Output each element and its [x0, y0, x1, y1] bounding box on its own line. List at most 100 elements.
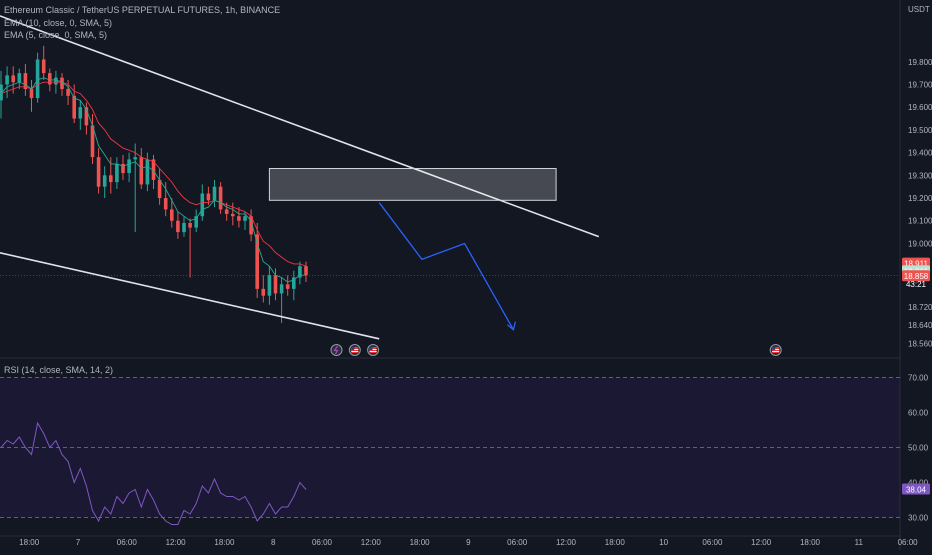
price-tick: 18.640 [908, 321, 932, 330]
time-tick: 18:00 [605, 538, 626, 547]
candle-body [72, 95, 76, 119]
time-tick: 12:00 [166, 538, 187, 547]
rsi-tick: 40.00 [908, 479, 929, 488]
candle-body [285, 284, 290, 289]
time-tick: 12:00 [751, 538, 772, 547]
candle-body [29, 89, 34, 99]
candle-body [41, 59, 46, 74]
candle-body [194, 216, 198, 228]
candle-body [304, 266, 308, 276]
candle-body [212, 186, 217, 201]
flag-event-icon [348, 344, 361, 356]
ema10-line [0, 81, 307, 267]
currency-label: USDT [908, 5, 930, 14]
candle-body [90, 125, 95, 158]
candle-body [60, 77, 64, 90]
time-tick: 7 [76, 538, 81, 547]
candle-body [145, 159, 150, 185]
candle-body [237, 216, 241, 221]
channel-lower-line [0, 251, 380, 340]
candle-body [121, 163, 125, 174]
time-tick: 18:00 [214, 538, 235, 547]
rsi-tick: 60.00 [908, 409, 929, 418]
candle-body [170, 209, 174, 221]
projection-path [378, 202, 514, 331]
time-tick: 9 [466, 538, 471, 547]
candle-body [84, 107, 89, 126]
candle-body [5, 75, 9, 85]
time-tick: 10 [659, 538, 668, 547]
candle-body [48, 73, 52, 85]
time-tick: 06:00 [117, 538, 138, 547]
candle-body [54, 77, 58, 85]
price-tick: 19.700 [908, 80, 932, 89]
price-tick: 19.000 [908, 239, 932, 248]
candle-body [188, 223, 192, 228]
candle-body [273, 275, 278, 294]
candle-body [66, 89, 70, 96]
ema10-legend[interactable]: EMA (10, close, 0, SMA, 5) [4, 18, 113, 28]
time-tick: 18:00 [800, 538, 821, 547]
price-badge-last: 18.858 [904, 272, 929, 281]
time-tick: 11 [855, 538, 864, 547]
rsi-line [0, 421, 307, 525]
price-tick: 19.100 [908, 217, 932, 226]
time-tick: 06:00 [898, 538, 919, 547]
price-tick: 19.600 [908, 103, 932, 112]
rsi-badge: 38.04 [906, 486, 927, 495]
candle-body [78, 107, 83, 119]
candle-body [200, 193, 205, 217]
candle-body [0, 84, 3, 101]
time-tick: 06:00 [702, 538, 723, 547]
price-tick: 19.200 [908, 194, 932, 203]
candle-body [298, 266, 302, 278]
resistance-zone [268, 168, 557, 201]
candle-body [23, 73, 28, 90]
projection-arrowhead [506, 321, 517, 331]
candle-body [127, 159, 131, 174]
flag-event-icon [367, 344, 380, 356]
candle-body [17, 73, 22, 83]
candle-body [267, 275, 272, 296]
candle-body [231, 213, 235, 217]
flag-event-icon [769, 344, 782, 356]
time-tick: 12:00 [361, 538, 382, 547]
candle-body [157, 179, 162, 199]
candle-body [133, 157, 137, 160]
candle-body [261, 288, 266, 296]
candle-body [249, 216, 253, 235]
rsi-legend[interactable]: RSI (14, close, SMA, 14, 2) [4, 365, 114, 375]
price-tick: 19.400 [908, 149, 932, 158]
time-tick: 8 [271, 538, 276, 547]
ema5-line [0, 77, 306, 283]
time-tick: 06:00 [507, 538, 528, 547]
channel-upper-line [0, 15, 600, 238]
candle-body [243, 216, 247, 221]
symbol-legend[interactable]: Ethereum Classic / TetherUS PERPETUAL FU… [4, 5, 281, 15]
candle-body [11, 75, 15, 83]
ema5-legend[interactable]: EMA (5, close, 0, SMA, 5) [4, 30, 108, 40]
time-tick: 18:00 [410, 538, 431, 547]
rsi-tick: 50.00 [908, 444, 929, 453]
candle-body [163, 198, 168, 210]
candle-body [151, 159, 156, 180]
time-tick: 18:00 [19, 538, 40, 547]
candle-body [224, 209, 229, 214]
time-tick: 12:00 [556, 538, 577, 547]
candle-body [115, 163, 119, 183]
candle-body [102, 175, 107, 187]
candle-body [96, 157, 101, 187]
candle-body [279, 284, 284, 294]
candle-body [255, 234, 259, 289]
candle-body [176, 220, 180, 233]
rsi-badge-bg [902, 483, 930, 495]
price-tick: 19.800 [908, 58, 932, 67]
price-badge-last-bg [902, 270, 930, 282]
time-tick: 06:00 [312, 538, 333, 547]
rsi-tick: 30.00 [908, 514, 929, 523]
price-badge-high: 18.911 [904, 260, 928, 269]
lightning-event-icon [330, 344, 343, 356]
candle-body [182, 223, 186, 233]
